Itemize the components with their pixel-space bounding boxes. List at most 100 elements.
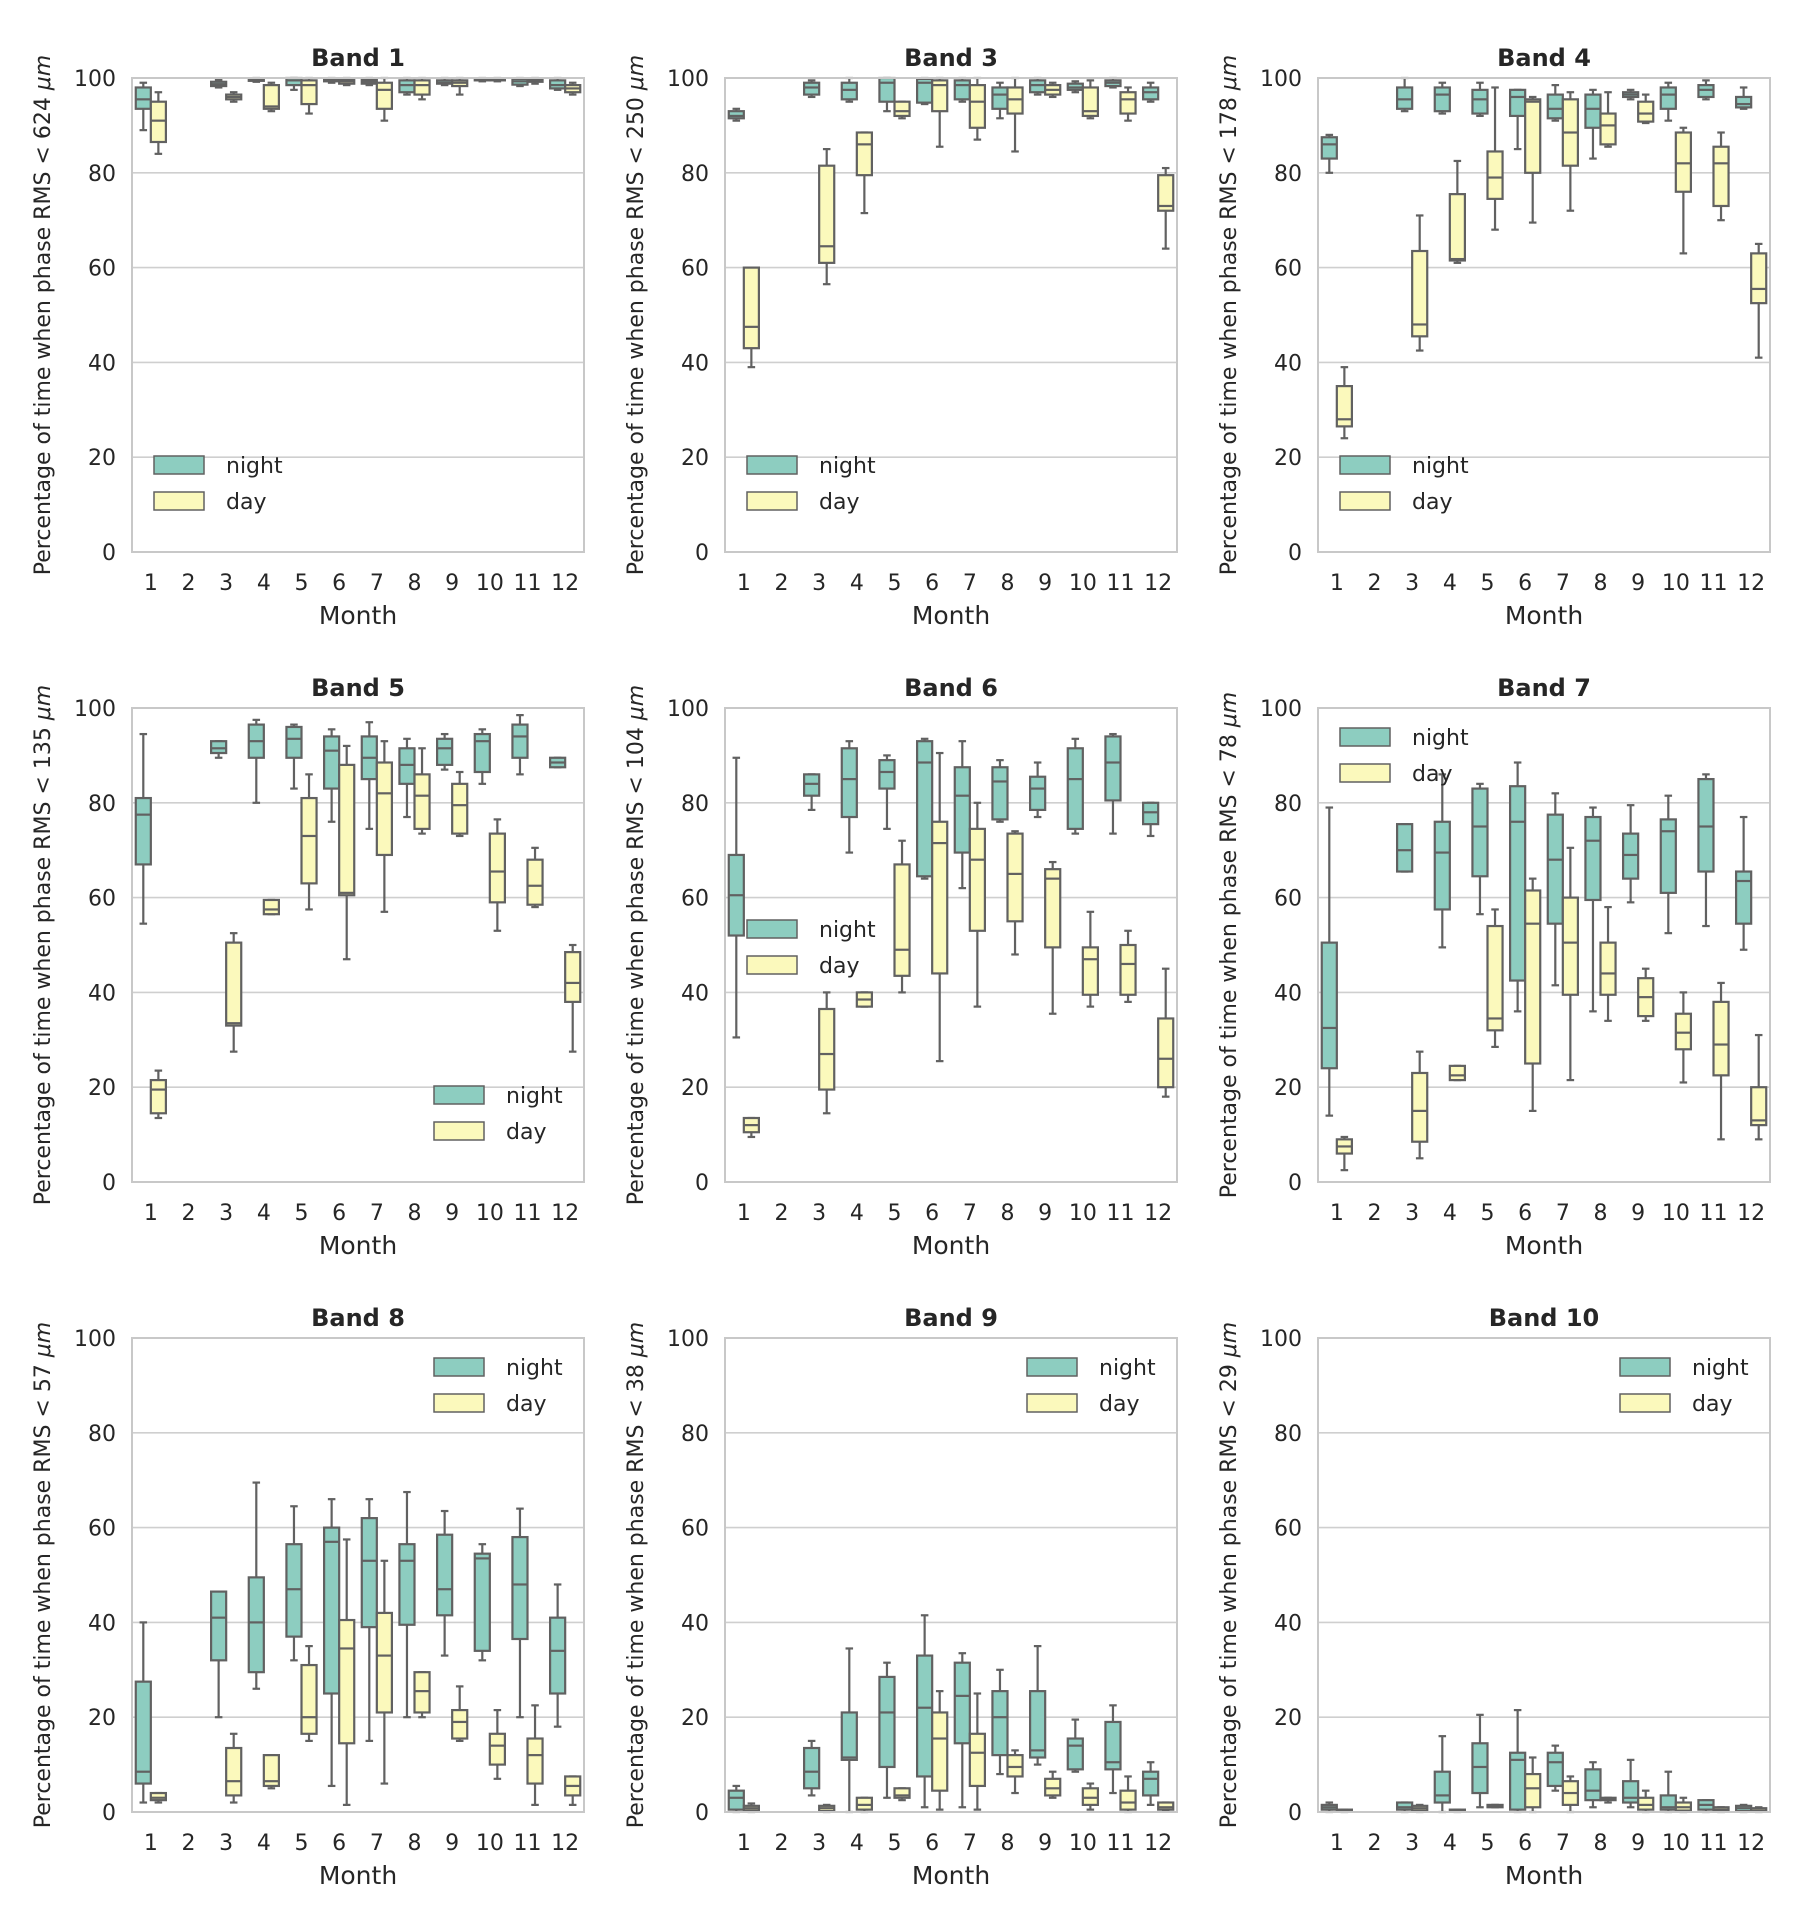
legend-swatch-day <box>153 491 205 511</box>
x-axis-label: Month <box>319 1861 397 1890</box>
day-box-month-5 <box>300 76 318 115</box>
iqr-box <box>262 898 281 916</box>
iqr-box <box>1508 88 1527 118</box>
night-box-month-3 <box>802 1739 821 1797</box>
day-box-month-5 <box>300 773 318 911</box>
x-tick-label: 8 <box>1594 571 1608 596</box>
x-tick-label: 5 <box>888 1201 902 1226</box>
x-tick-label: 12 <box>1737 571 1765 596</box>
iqr-box <box>1028 775 1047 812</box>
iqr-box <box>338 763 356 897</box>
chart-title: Band 10 <box>1489 1304 1600 1332</box>
night-box-month-8 <box>398 1490 416 1719</box>
iqr-box <box>1546 813 1564 925</box>
night-box-month-10 <box>1659 794 1677 935</box>
x-tick-label: 8 <box>408 571 422 596</box>
x-tick-label: 2 <box>775 1201 789 1226</box>
iqr-box <box>1157 174 1175 212</box>
y-tick-label: 0 <box>695 1801 709 1826</box>
iqr-box <box>285 725 303 759</box>
iqr-box <box>1411 1071 1429 1143</box>
night-box-month-7 <box>953 740 971 890</box>
night-box-month-11 <box>1104 732 1122 835</box>
x-tick-label: 12 <box>1144 571 1172 596</box>
y-tick-label: 100 <box>667 1327 709 1352</box>
night-box-month-4 <box>1433 1735 1451 1814</box>
y-tick-label: 40 <box>1274 351 1302 376</box>
iqr-box <box>436 737 454 766</box>
x-tick-label: 9 <box>1038 571 1052 596</box>
iqr-box <box>413 79 431 96</box>
x-tick-label: 5 <box>1481 571 1495 596</box>
iqr-box <box>931 820 949 975</box>
iqr-box <box>953 766 971 854</box>
night-box-month-4 <box>247 1481 265 1690</box>
day-box-month-8 <box>1599 91 1617 148</box>
y-axis-label: Percentage of time when phase RMS < 135 … <box>31 685 56 1206</box>
night-box-month-12 <box>1141 81 1160 103</box>
x-tick-label: 4 <box>257 1201 271 1226</box>
legend-swatch-day <box>746 955 798 975</box>
x-tick-label: 11 <box>514 1201 542 1226</box>
legend-label-night: night <box>819 454 876 479</box>
y-axis-label: Percentage of time when phase RMS < 178 … <box>1217 55 1242 576</box>
legend-swatch-night <box>746 919 798 939</box>
day-box-month-12 <box>1750 242 1768 359</box>
day-box-month-9 <box>451 770 469 838</box>
x-tick-label: 10 <box>1069 1831 1097 1856</box>
x-tick-label: 7 <box>1556 571 1570 596</box>
chart-title: Band 3 <box>904 44 998 72</box>
night-box-month-12 <box>548 756 567 769</box>
iqr-box <box>1637 1796 1655 1811</box>
iqr-box <box>398 79 416 94</box>
x-tick-label: 1 <box>144 1201 158 1226</box>
iqr-box <box>1119 1789 1137 1811</box>
y-tick-label: 60 <box>88 257 116 282</box>
x-tick-label: 9 <box>445 1201 459 1226</box>
chart-title: Band 7 <box>1497 674 1591 702</box>
x-tick-label: 5 <box>295 1201 309 1226</box>
day-box-month-7 <box>1561 91 1580 212</box>
night-box-month-1 <box>134 81 152 132</box>
x-tick-label: 10 <box>476 571 504 596</box>
night-box-month-8 <box>1584 806 1602 1013</box>
x-tick-label: 7 <box>963 1201 977 1226</box>
x-axis-label: Month <box>912 1231 990 1260</box>
iqr-box <box>1637 100 1655 123</box>
iqr-box <box>511 1535 529 1641</box>
night-box-month-6 <box>1508 761 1527 1013</box>
iqr-box <box>1320 136 1338 160</box>
x-tick-label: 9 <box>445 571 459 596</box>
night-box-month-6 <box>915 737 934 880</box>
chart-title: Band 9 <box>904 1304 998 1332</box>
iqr-box <box>488 832 507 904</box>
x-tick-label: 2 <box>1368 1831 1382 1856</box>
day-box-month-12 <box>564 943 582 1053</box>
iqr-box <box>1119 91 1137 115</box>
y-tick-label: 0 <box>1288 541 1302 566</box>
x-tick-label: 1 <box>1330 1831 1344 1856</box>
day-box-month-11 <box>1712 131 1730 222</box>
y-tick-label: 20 <box>1274 1706 1302 1731</box>
day-box-month-3 <box>1411 1803 1429 1814</box>
legend-label-day: day <box>819 490 859 515</box>
plot-frame <box>724 707 1178 1183</box>
plot-frame <box>724 77 1178 553</box>
day-box-month-9 <box>1637 93 1655 125</box>
iqr-box <box>413 773 431 830</box>
iqr-box <box>300 796 318 885</box>
legend: night day <box>746 918 876 979</box>
iqr-box <box>436 1533 454 1617</box>
x-tick-label: 11 <box>1700 1201 1728 1226</box>
iqr-box <box>564 951 582 1003</box>
y-axis-label: Percentage of time when phase RMS < 29 μ… <box>1217 1322 1242 1829</box>
iqr-box <box>1104 735 1122 802</box>
x-tick-label: 11 <box>514 1831 542 1856</box>
night-box-month-4 <box>840 1647 858 1814</box>
legend: night day <box>1339 726 1469 787</box>
iqr-box <box>1697 777 1715 873</box>
iqr-box <box>210 740 228 755</box>
day-box-month-10 <box>1674 991 1693 1084</box>
